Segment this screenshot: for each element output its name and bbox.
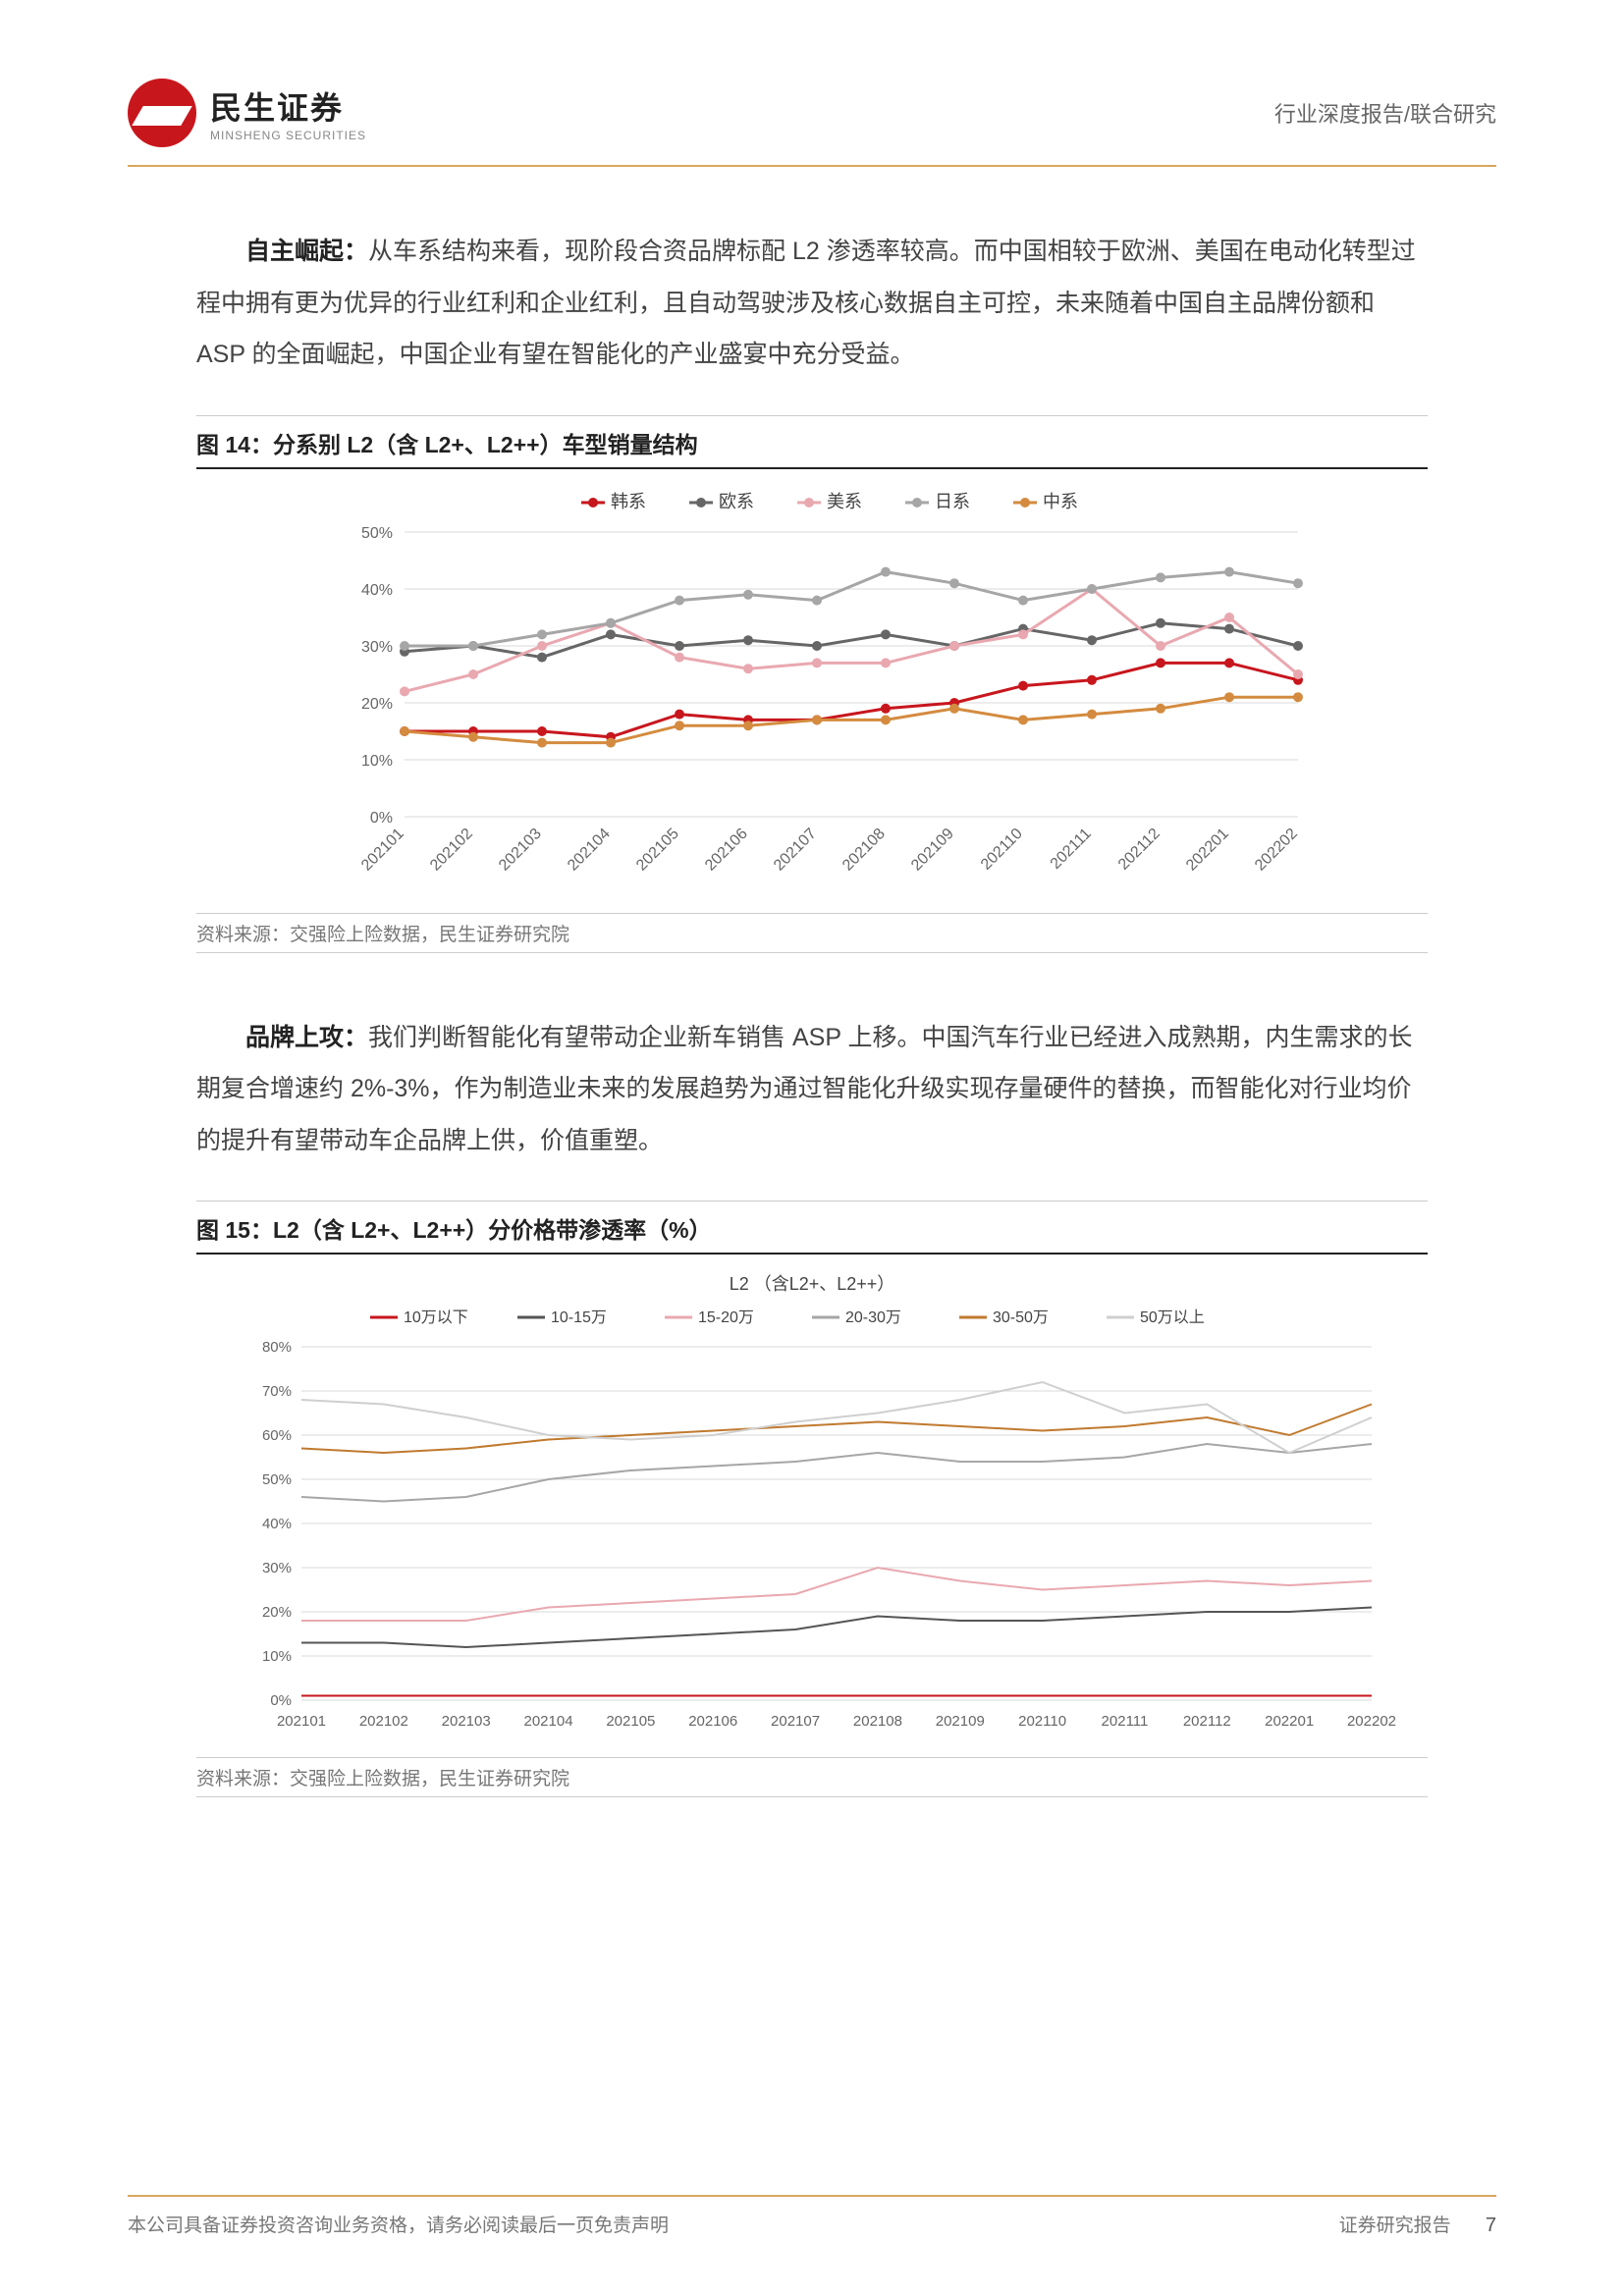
- svg-text:202202: 202202: [1347, 1713, 1396, 1730]
- figure-14: 图 14：分系别 L2（含 L2+、L2++）车型销量结构 0% 10% 20% 30…: [196, 415, 1428, 953]
- page-footer: 本公司具备证券投资咨询业务资格，请务必阅读最后一页免责声明 证券研究报告 7: [128, 2195, 1496, 2237]
- svg-text:202101: 202101: [358, 825, 407, 874]
- svg-text:202201: 202201: [1265, 1713, 1314, 1730]
- svg-text:202108: 202108: [839, 825, 889, 874]
- svg-text:韩系: 韩系: [611, 492, 646, 511]
- figure-15-chart: L2 （含L2+、L2++） 0% 10% 20% 30% 40% 50% 60% 70% 80%…: [196, 1268, 1428, 1749]
- svg-text:60%: 60%: [262, 1427, 292, 1444]
- svg-text:202106: 202106: [702, 825, 751, 874]
- svg-text:0%: 0%: [370, 810, 393, 827]
- svg-text:日系: 日系: [935, 492, 970, 511]
- svg-text:50%: 50%: [361, 525, 393, 542]
- svg-text:10%: 10%: [262, 1648, 292, 1665]
- svg-text:L2 （含L2+、L2++）: L2 （含L2+、L2++）: [730, 1274, 895, 1294]
- logo: 民生证券 MINSHENG SECURITIES: [128, 79, 366, 147]
- logo-icon: [128, 79, 196, 147]
- paragraph-2: 品牌上攻：我们判断智能化有望带动企业新车销售 ASP 上移。中国汽车行业已经进入…: [196, 1012, 1428, 1167]
- svg-text:欧系: 欧系: [719, 492, 754, 511]
- figure-15: 图 15：L2（含 L2+、L2++）分价格带渗透率（%） L2 （含L2+、L…: [196, 1201, 1428, 1797]
- svg-text:202104: 202104: [524, 1713, 573, 1730]
- svg-text:202112: 202112: [1115, 825, 1164, 873]
- svg-text:202110: 202110: [1018, 1713, 1066, 1730]
- svg-text:20-30万: 20-30万: [845, 1309, 901, 1326]
- para2-body: 我们判断智能化有望带动企业新车销售 ASP 上移。中国汽车行业已经进入成熟期，内…: [196, 1024, 1412, 1154]
- svg-text:202110: 202110: [978, 825, 1026, 873]
- svg-text:20%: 20%: [262, 1604, 292, 1621]
- figure-15-source: 资料来源：交强险上险数据，民生证券研究院: [196, 1757, 1428, 1797]
- svg-text:202103: 202103: [496, 825, 545, 874]
- svg-text:15-20万: 15-20万: [698, 1309, 754, 1326]
- svg-text:202202: 202202: [1252, 825, 1301, 874]
- svg-text:202101: 202101: [277, 1713, 326, 1730]
- paragraph-1: 自主崛起：从车系结构来看，现阶段合资品牌标配 L2 渗透率较高。而中国相较于欧洲…: [196, 226, 1428, 381]
- svg-text:10万以下: 10万以下: [404, 1309, 468, 1326]
- footer-report-type: 证券研究报告: [1339, 2216, 1451, 2236]
- page-number: 7: [1486, 2215, 1496, 2236]
- svg-text:202109: 202109: [936, 1713, 985, 1730]
- svg-text:中系: 中系: [1043, 492, 1078, 511]
- logo-text: 民生证券 MINSHENG SECURITIES: [210, 83, 366, 142]
- svg-text:30%: 30%: [262, 1560, 292, 1576]
- svg-text:40%: 40%: [262, 1516, 292, 1532]
- svg-text:202105: 202105: [606, 1713, 655, 1730]
- logo-cn: 民生证券: [210, 83, 366, 129]
- figure-14-title: 图 14：分系别 L2（含 L2+、L2++）车型销量结构: [196, 415, 1428, 469]
- svg-text:10-15万: 10-15万: [551, 1309, 607, 1326]
- svg-text:202103: 202103: [442, 1713, 491, 1730]
- figure-15-title: 图 15：L2（含 L2+、L2++）分价格带渗透率（%）: [196, 1201, 1428, 1255]
- svg-text:20%: 20%: [361, 696, 393, 713]
- svg-text:202102: 202102: [427, 825, 476, 874]
- figure-14-source: 资料来源：交强险上险数据，民生证券研究院: [196, 913, 1428, 953]
- para1-lead: 自主崛起：: [245, 238, 368, 265]
- svg-text:30-50万: 30-50万: [993, 1309, 1049, 1326]
- svg-text:30%: 30%: [361, 639, 393, 656]
- para2-lead: 品牌上攻：: [245, 1024, 368, 1051]
- header-category: 行业深度报告/联合研究: [1274, 97, 1496, 129]
- footer-right-wrap: 证券研究报告 7: [1339, 2211, 1496, 2237]
- figure-14-chart: 0% 10% 20% 30% 40% 50% 202101 202102 202103 20210…: [196, 483, 1428, 905]
- svg-text:202107: 202107: [771, 825, 820, 874]
- svg-text:美系: 美系: [827, 492, 862, 511]
- svg-text:202102: 202102: [359, 1713, 408, 1730]
- para1-body: 从车系结构来看，现阶段合资品牌标配 L2 渗透率较高。而中国相较于欧洲、美国在电…: [196, 238, 1416, 368]
- svg-text:202105: 202105: [633, 825, 682, 874]
- footer-disclaimer: 本公司具备证券投资咨询业务资格，请务必阅读最后一页免责声明: [128, 2211, 669, 2237]
- svg-text:202106: 202106: [688, 1713, 737, 1730]
- svg-text:202111: 202111: [1102, 1713, 1149, 1730]
- svg-text:202112: 202112: [1183, 1713, 1231, 1730]
- logo-en: MINSHENG SECURITIES: [210, 129, 366, 142]
- svg-text:0%: 0%: [270, 1692, 292, 1709]
- svg-text:50万以上: 50万以上: [1140, 1308, 1205, 1326]
- svg-text:80%: 80%: [262, 1339, 292, 1356]
- svg-text:202109: 202109: [908, 825, 957, 874]
- svg-text:202107: 202107: [771, 1713, 820, 1730]
- page-header: 民生证券 MINSHENG SECURITIES 行业深度报告/联合研究: [128, 79, 1496, 167]
- svg-text:202111: 202111: [1048, 825, 1095, 872]
- svg-text:50%: 50%: [262, 1471, 292, 1488]
- svg-text:202104: 202104: [565, 825, 614, 874]
- svg-text:70%: 70%: [262, 1383, 292, 1400]
- svg-text:10%: 10%: [361, 753, 393, 770]
- svg-text:40%: 40%: [361, 582, 393, 599]
- svg-text:202108: 202108: [853, 1713, 902, 1730]
- svg-text:202201: 202201: [1183, 825, 1232, 874]
